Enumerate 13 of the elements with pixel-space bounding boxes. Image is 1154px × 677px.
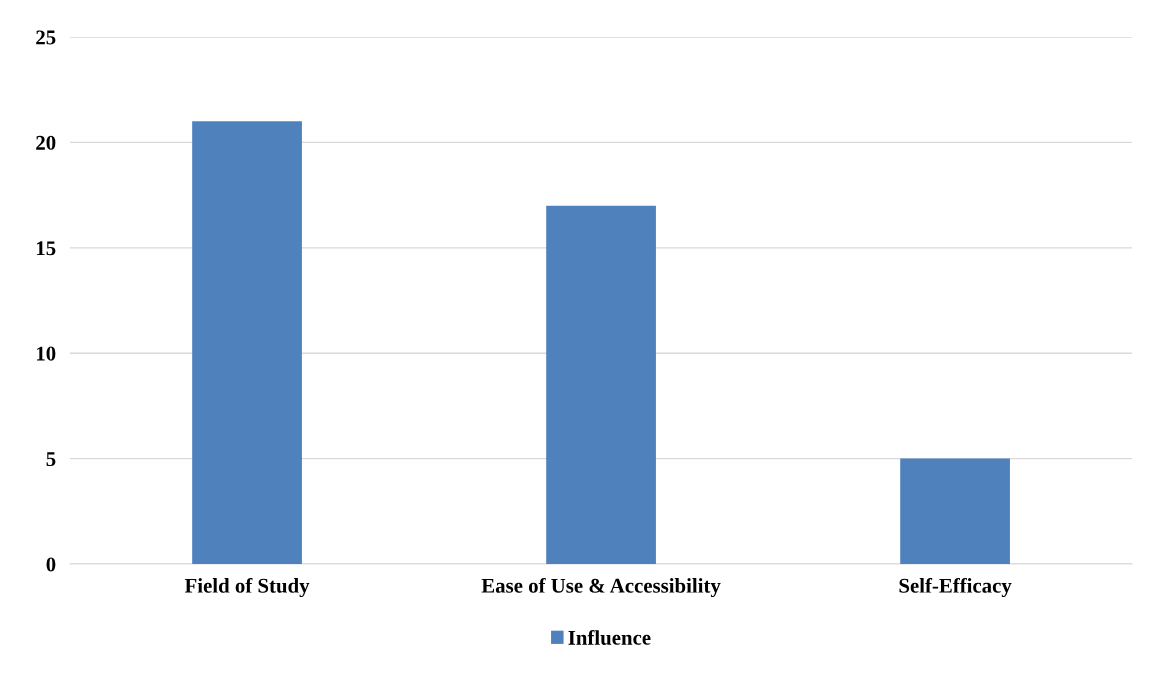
y-tick-label: 5 (46, 452, 56, 467)
y-tick-label: 0 (46, 557, 56, 572)
legend-label: Influence (568, 629, 651, 645)
y-tick-label: 15 (37, 241, 56, 256)
bar (546, 205, 656, 565)
y-tick-label: 20 (36, 135, 56, 150)
y-tick-label: 25 (36, 30, 56, 45)
x-tick-label: Self-Efficacy (899, 577, 1012, 598)
x-tick-label: Ease of Use & Accessibility (481, 577, 721, 598)
bar (192, 121, 302, 565)
y-tick-label: 10 (37, 346, 56, 361)
x-tick-label: Field of Study (184, 577, 310, 598)
bar (900, 458, 1010, 565)
